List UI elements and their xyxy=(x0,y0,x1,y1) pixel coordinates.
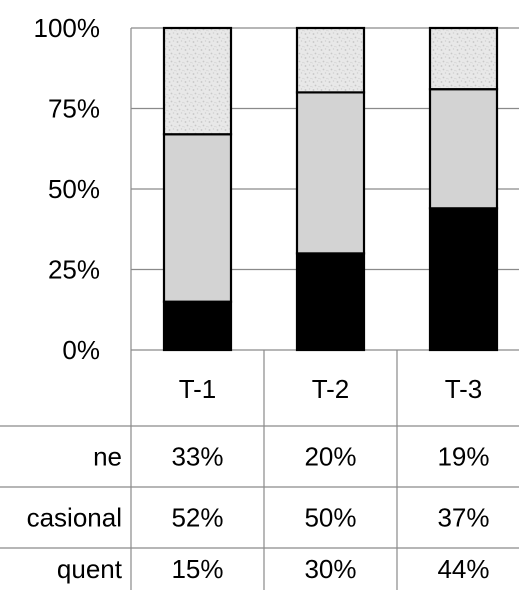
y-tick-label: 75% xyxy=(48,94,100,124)
data-table-value: 19% xyxy=(437,442,489,472)
legend-series-name: casional xyxy=(27,503,122,533)
bar-segment xyxy=(162,300,233,352)
data-table-value: 15% xyxy=(171,554,223,584)
bar-segment xyxy=(428,207,499,352)
x-category-label: T-3 xyxy=(445,374,483,404)
bar-segment xyxy=(295,26,366,94)
bar-segment xyxy=(162,133,233,303)
data-table-value: 44% xyxy=(437,554,489,584)
data-table-value: 52% xyxy=(171,503,223,533)
data-table-value: 30% xyxy=(304,554,356,584)
data-table-value: 33% xyxy=(171,442,223,472)
bar-segment xyxy=(295,91,366,255)
bar-segment xyxy=(162,26,233,136)
data-table-value: 50% xyxy=(304,503,356,533)
y-tick-label: 25% xyxy=(48,255,100,285)
data-table-value: 20% xyxy=(304,442,356,472)
data-table-value: 37% xyxy=(437,503,489,533)
bar-segment xyxy=(428,26,499,91)
legend-series-name: ne xyxy=(93,442,122,472)
legend-series-name: quent xyxy=(57,554,123,584)
y-tick-label: 50% xyxy=(48,174,100,204)
bar-segment xyxy=(295,252,366,352)
x-category-label: T-2 xyxy=(312,374,350,404)
bar-segment xyxy=(428,88,499,210)
x-category-label: T-1 xyxy=(179,374,217,404)
y-tick-label: 100% xyxy=(34,13,101,43)
y-tick-label: 0% xyxy=(62,335,100,365)
